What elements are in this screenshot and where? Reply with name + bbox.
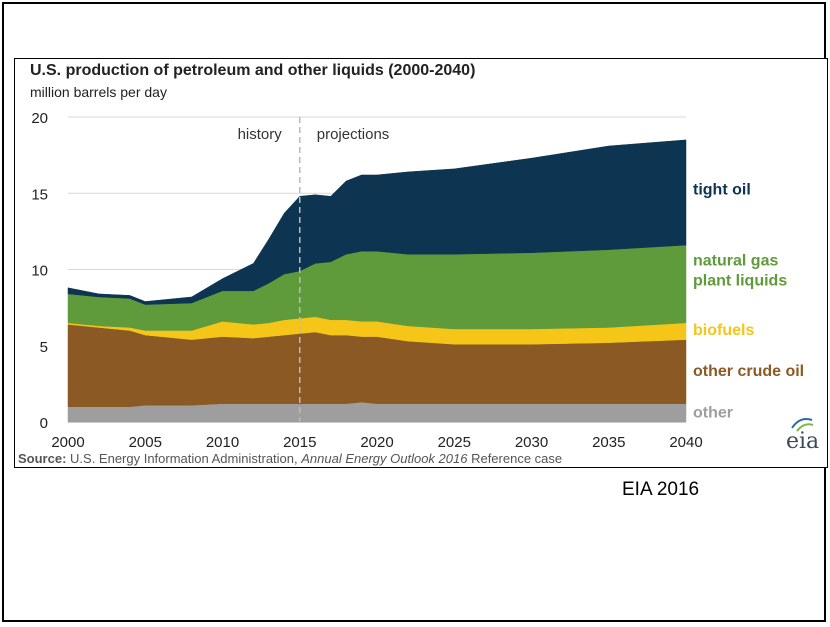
legend-layer: tight oil natural gas plant liquids biofuel… xyxy=(693,182,804,422)
logo-text: eia xyxy=(786,429,819,454)
projections-label: projections xyxy=(317,126,390,143)
x-tick-label: 2040 xyxy=(669,434,702,451)
chart-subtitle: million barrels per day xyxy=(30,84,167,100)
chart-title: U.S. production of petroleum and other l… xyxy=(30,62,476,79)
x-tick-label: 2000 xyxy=(51,434,84,451)
y-tick-label: 10 xyxy=(31,263,48,280)
x-tick-label: 2015 xyxy=(283,434,316,451)
history-label: history xyxy=(238,126,283,143)
y-tick-label: 15 xyxy=(31,186,48,203)
logo-swoosh xyxy=(791,418,813,429)
y-tick-label: 5 xyxy=(40,339,48,356)
x-tick-label: 2010 xyxy=(206,434,239,451)
source-line: Source: U.S. Energy Information Administ… xyxy=(18,451,562,466)
area-natural-gas-plant-liquids xyxy=(67,244,687,331)
source-label: Source: xyxy=(18,451,67,466)
x-tick-label: 2005 xyxy=(129,434,162,451)
axis-layer: 0 5 10 15 20 2000 2005 2010 2015 2020 2025 2030 2035… xyxy=(31,110,702,451)
eia-logo: eia xyxy=(786,418,819,454)
x-tick-label: 2030 xyxy=(515,434,548,451)
x-tick-label: 2020 xyxy=(360,434,393,451)
area-layer xyxy=(67,139,687,423)
x-tick-label: 2035 xyxy=(592,434,625,451)
series-label-other-crude-oil: other crude oil xyxy=(693,363,804,380)
series-label-biofuels: biofuels xyxy=(693,322,754,339)
figure-caption: EIA 2016 xyxy=(622,479,700,500)
logo-swoosh xyxy=(796,423,814,432)
y-tick-label: 20 xyxy=(31,110,48,127)
source-publication: Annual Energy Outlook 2016 xyxy=(301,451,468,466)
divider-layer: history projections xyxy=(238,117,390,422)
x-tick-label: 2025 xyxy=(438,434,471,451)
series-label-natural-gas-plant-liquids: plant liquids xyxy=(693,273,787,290)
source-suffix: Reference case xyxy=(467,451,563,466)
area-tight-oil xyxy=(67,139,687,305)
series-label-natural-gas-plant-liquids: natural gas xyxy=(693,253,778,270)
series-label-tight-oil: tight oil xyxy=(693,182,751,199)
series-label-other: other xyxy=(693,404,733,421)
y-tick-label: 0 xyxy=(40,415,48,432)
source-text: U.S. Energy Information Administration, xyxy=(66,451,302,466)
